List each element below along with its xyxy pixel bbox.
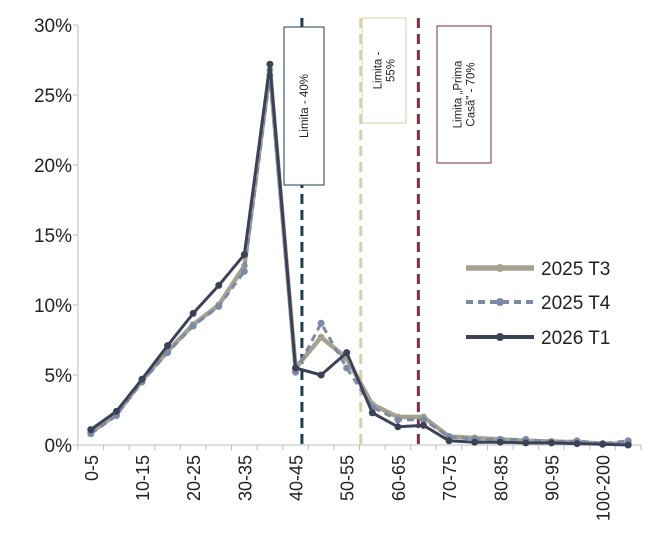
data-point	[87, 426, 95, 434]
annotation-label: Limita -	[373, 51, 385, 89]
data-point	[368, 409, 376, 417]
annotation-label: Limita - 40%	[299, 74, 311, 138]
series-line	[89, 73, 629, 446]
annotation-box	[283, 26, 325, 186]
legend-marker	[496, 264, 504, 272]
data-point	[471, 438, 479, 446]
data-point	[215, 302, 223, 310]
annotation-box	[436, 25, 492, 164]
x-tick-label: 90-95	[542, 455, 562, 501]
data-point	[343, 364, 351, 372]
data-point	[496, 438, 504, 446]
y-tick-label: 10%	[34, 296, 72, 317]
data-point	[240, 251, 248, 259]
data-point	[573, 440, 581, 448]
y-tick-label: 5%	[45, 366, 73, 387]
x-tick-label: 20-25	[184, 455, 204, 501]
annotation-label: Casă" - 70%	[466, 62, 478, 126]
data-point	[522, 439, 530, 447]
data-point	[343, 349, 351, 357]
data-point	[394, 423, 402, 431]
legend-marker	[496, 298, 504, 306]
data-point	[394, 416, 402, 424]
x-tick-label: 40-45	[287, 455, 307, 501]
data-point	[445, 437, 453, 445]
legend-label: 2025 T3	[541, 259, 610, 280]
data-point	[266, 60, 274, 68]
data-point	[164, 342, 172, 350]
data-point	[189, 309, 197, 317]
legend-label: 2026 T1	[541, 328, 610, 349]
data-point	[624, 441, 632, 449]
y-tick-label: 30%	[34, 16, 72, 37]
data-point	[112, 407, 120, 415]
series-line	[89, 62, 629, 447]
data-point	[547, 439, 555, 447]
annotation-label: 55%	[386, 59, 398, 82]
y-tick-label: 15%	[34, 226, 72, 247]
x-tick-label: 30-35	[235, 455, 255, 501]
data-point	[317, 371, 325, 379]
data-point	[419, 421, 427, 429]
data-point	[317, 333, 325, 341]
data-point	[215, 281, 223, 289]
threshold-annotations: Limita - 40% Limita -55% Limita „Prima Casă…	[283, 17, 492, 445]
y-tick-label: 25%	[34, 86, 72, 107]
legend: 2025 T3 2025 T4 2026 T1	[466, 259, 611, 349]
series-lines	[87, 60, 632, 449]
legend-marker	[496, 333, 504, 341]
annotation-box	[361, 17, 407, 124]
x-tick-label: 100-200	[594, 455, 614, 521]
legend-label: 2025 T4	[541, 293, 611, 314]
data-point	[419, 416, 427, 424]
axes: 0% 5% 10% 15% 20% 25% 30% 0-5 10-15 20-25 30-35 40-…	[34, 16, 642, 521]
y-tick-label: 20%	[34, 156, 72, 177]
y-tick-label: 0%	[45, 436, 73, 457]
x-tick-label: 50-55	[338, 455, 358, 501]
x-tick-label: 60-65	[389, 455, 409, 501]
data-point	[138, 375, 146, 383]
annotation-label: Limita „Prima	[453, 60, 465, 128]
data-point	[240, 267, 248, 275]
data-point	[164, 349, 172, 357]
data-point	[599, 440, 607, 448]
x-tick-label: 80-85	[491, 455, 511, 501]
x-tick-label: 0-5	[82, 455, 102, 481]
data-point	[292, 364, 300, 372]
data-point	[189, 322, 197, 330]
data-point	[317, 319, 325, 327]
x-tick-label: 70-75	[440, 455, 460, 501]
x-tick-label: 10-15	[133, 455, 153, 501]
